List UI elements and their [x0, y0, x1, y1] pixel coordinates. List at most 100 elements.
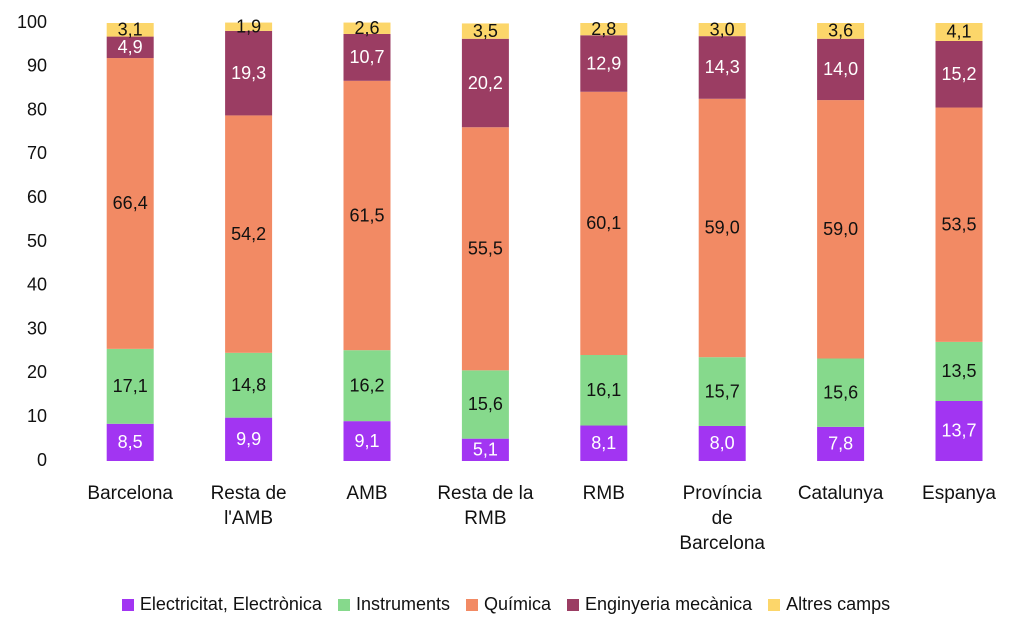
legend-swatch — [337, 598, 350, 611]
data-label: 3,5 — [473, 21, 498, 41]
bar-segment — [106, 23, 154, 37]
legend-item: Enginyeria mecànica — [567, 594, 752, 615]
data-label: 9,1 — [354, 431, 379, 451]
bar-segment — [461, 38, 509, 128]
bar-segment — [343, 421, 391, 461]
x-tick-label: RMB — [582, 483, 625, 504]
bar-segment — [343, 350, 391, 422]
data-label: 66,4 — [113, 193, 148, 213]
bar-segment — [343, 33, 391, 81]
bar-segment — [461, 370, 509, 439]
data-label: 3,0 — [710, 19, 735, 39]
legend-swatch — [121, 598, 134, 611]
bar-segment — [225, 30, 273, 116]
data-label: 10,7 — [349, 47, 384, 67]
bar-segment — [580, 355, 628, 426]
data-label: 4,1 — [946, 22, 971, 42]
bar-segment — [106, 348, 154, 424]
data-label: 15,7 — [705, 381, 740, 401]
bar-segment — [698, 23, 746, 37]
data-label: 14,0 — [823, 59, 858, 79]
x-tick-label: Espanya — [922, 483, 996, 504]
bar-segment — [817, 38, 865, 101]
y-tick-label: 90 — [27, 56, 47, 76]
data-label: 53,5 — [941, 214, 976, 234]
data-label: 1,9 — [236, 16, 261, 36]
bar-segment — [580, 425, 628, 461]
bar-segment — [461, 438, 509, 461]
legend-swatch — [567, 598, 580, 611]
data-label: 61,5 — [349, 205, 384, 225]
bar-segment — [106, 58, 154, 349]
bar-segment — [225, 115, 273, 353]
legend-label: Química — [483, 594, 552, 614]
data-label: 19,3 — [231, 63, 266, 83]
y-tick-label: 0 — [37, 450, 47, 470]
legend: Electricitat, Electrònica Instruments Quím… — [0, 594, 1012, 615]
bar-segment — [817, 23, 865, 39]
data-label: 59,0 — [823, 219, 858, 239]
data-label: 13,5 — [941, 361, 976, 381]
data-label: 60,1 — [586, 213, 621, 233]
legend-swatch — [768, 598, 781, 611]
bar-segment — [580, 23, 628, 36]
legend-label: Electricitat, Electrònica — [139, 594, 322, 614]
data-label: 15,2 — [941, 64, 976, 84]
data-label: 7,8 — [828, 434, 853, 454]
legend-item: Instruments — [337, 594, 450, 615]
bar-segment — [106, 423, 154, 461]
bar-segment — [580, 91, 628, 356]
bar-segment — [935, 400, 983, 461]
data-label: 14,3 — [705, 57, 740, 77]
bar-segment — [935, 341, 983, 401]
data-label: 14,8 — [231, 375, 266, 395]
data-label: 2,8 — [591, 19, 616, 39]
data-label: 16,1 — [586, 380, 621, 400]
data-label: 59,0 — [705, 218, 740, 238]
y-tick-label: 20 — [27, 362, 47, 382]
x-tick-label: Resta de l'AMB — [210, 483, 287, 529]
bar-segment — [343, 22, 391, 34]
bar-segment — [225, 352, 273, 418]
y-tick-label: 40 — [27, 275, 47, 295]
legend-item: Química — [465, 594, 552, 615]
data-label: 8,0 — [710, 433, 735, 453]
data-label: 12,9 — [586, 53, 621, 73]
y-tick-label: 60 — [27, 187, 47, 207]
y-tick-label: 80 — [27, 99, 47, 119]
data-label: 9,9 — [236, 429, 261, 449]
data-label: 2,6 — [354, 18, 379, 38]
bar-segment — [817, 358, 865, 427]
bar-segment — [935, 23, 983, 41]
data-label: 54,2 — [231, 224, 266, 244]
data-label: 15,6 — [468, 394, 503, 414]
y-tick-label: 50 — [27, 231, 47, 251]
bar-segment — [935, 40, 983, 108]
data-label: 17,1 — [113, 376, 148, 396]
bar-segment — [698, 36, 746, 99]
x-tick-label: Barcelona — [87, 483, 173, 504]
legend-item: Electricitat, Electrònica — [121, 594, 322, 615]
bar-segment — [698, 98, 746, 358]
x-tick-label: Resta de la RMB — [437, 483, 534, 529]
bar-segment — [817, 100, 865, 359]
x-tick-label: Província de Barcelona — [679, 483, 765, 554]
bar-segment — [225, 22, 273, 31]
legend-label: Enginyeria mecànica — [585, 594, 753, 614]
bar-segment — [698, 425, 746, 461]
bar-segment — [461, 23, 509, 39]
data-label: 15,6 — [823, 382, 858, 402]
legend-item: Altres camps — [768, 594, 890, 615]
data-label: 13,7 — [941, 421, 976, 441]
data-label: 20,2 — [468, 73, 503, 93]
data-label: 16,2 — [349, 375, 384, 395]
y-tick-label: 10 — [27, 406, 47, 426]
x-tick-label: Catalunya — [797, 483, 884, 504]
x-tick-label: AMB — [346, 483, 388, 504]
bar-segment — [817, 426, 865, 461]
bar-segment — [461, 127, 509, 371]
data-label: 8,5 — [118, 432, 143, 452]
data-label: 55,5 — [468, 239, 503, 259]
